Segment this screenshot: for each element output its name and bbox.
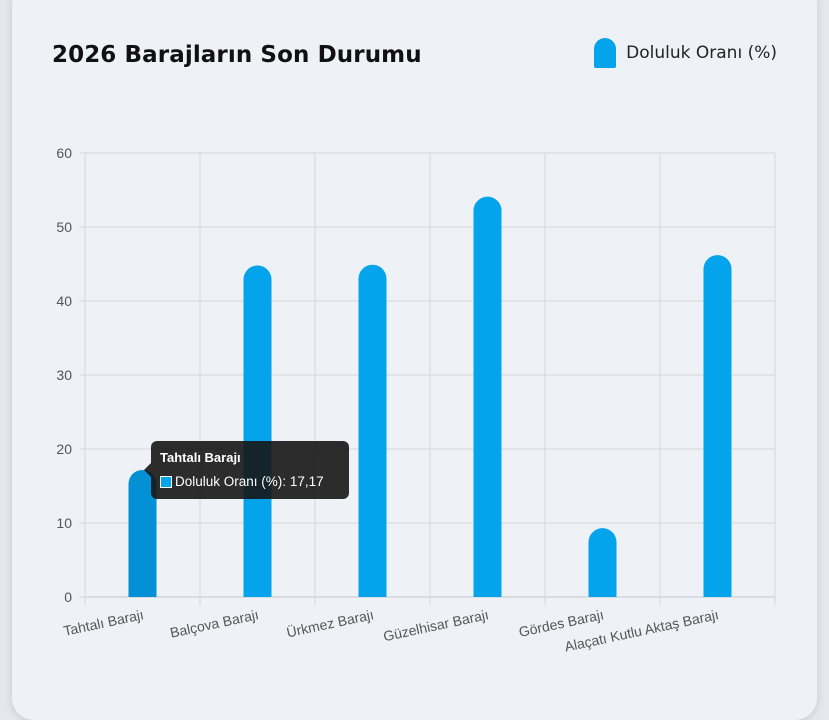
bar-chart-plot: 0 10 20 30 40 50 60 Tahtalı Barajı Balçova Baraj… [56,145,776,655]
tooltip-separator: : [282,474,290,489]
chart-card [12,0,817,720]
bar [473,196,502,597]
y-tick-label: 60 [56,145,72,161]
y-tick-label: 30 [56,367,72,383]
y-tick-label: 40 [56,293,72,309]
x-tick-label: Güzelhisar Barajı [382,606,490,644]
x-tick-label: Ürkmez Barajı [285,605,375,640]
chart-title: 2026 Barajların Son Durumu [52,42,422,68]
bar [128,469,157,597]
tooltip-title: Tahtalı Barajı [160,450,241,465]
bar [243,265,272,597]
tooltip-value: 17,17 [289,474,324,489]
x-tick-label: Balçova Barajı [168,606,260,640]
y-tick-label: 0 [64,589,72,605]
legend-swatch [594,38,617,68]
tooltip-row: Doluluk Oranı (%) : 17,17 [160,474,324,489]
tooltip: Tahtalı Barajı Doluluk Oranı (%) : 17,17 [144,441,349,499]
bar [703,255,732,597]
bar [588,528,617,597]
tooltip-swatch [160,475,172,488]
y-tick-label: 10 [56,515,72,531]
tooltip-series-label: Doluluk Oranı (%) [175,474,283,489]
y-tick-label: 20 [56,441,72,457]
legend-label: Doluluk Oranı (%) [626,43,777,63]
x-tick-label: Tahtalı Barajı [62,606,145,639]
bar [358,264,387,597]
y-tick-label: 50 [56,219,72,235]
legend[interactable]: Doluluk Oranı (%) [594,38,777,68]
